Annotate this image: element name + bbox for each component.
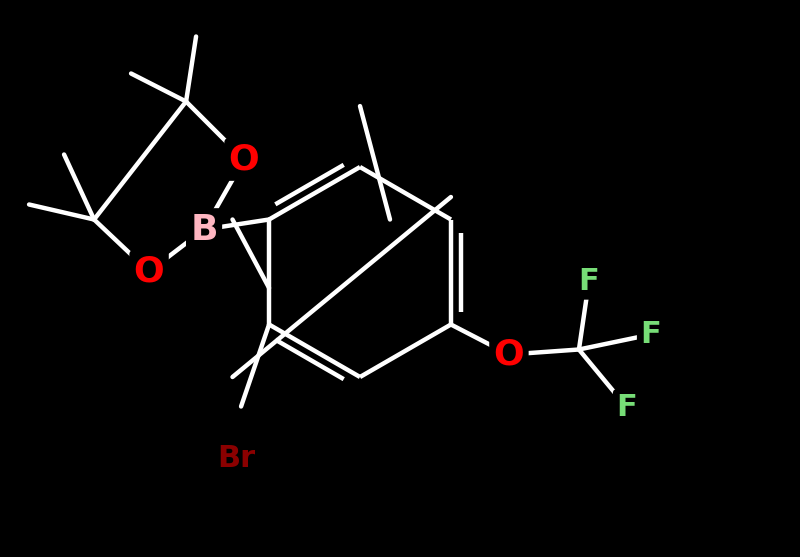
Text: B: B: [190, 213, 218, 247]
Text: O: O: [494, 338, 524, 372]
Text: Br: Br: [217, 444, 255, 473]
Text: F: F: [641, 320, 662, 349]
Text: F: F: [617, 393, 638, 422]
Text: F: F: [578, 267, 599, 296]
Text: O: O: [134, 255, 165, 289]
Text: O: O: [229, 143, 259, 177]
